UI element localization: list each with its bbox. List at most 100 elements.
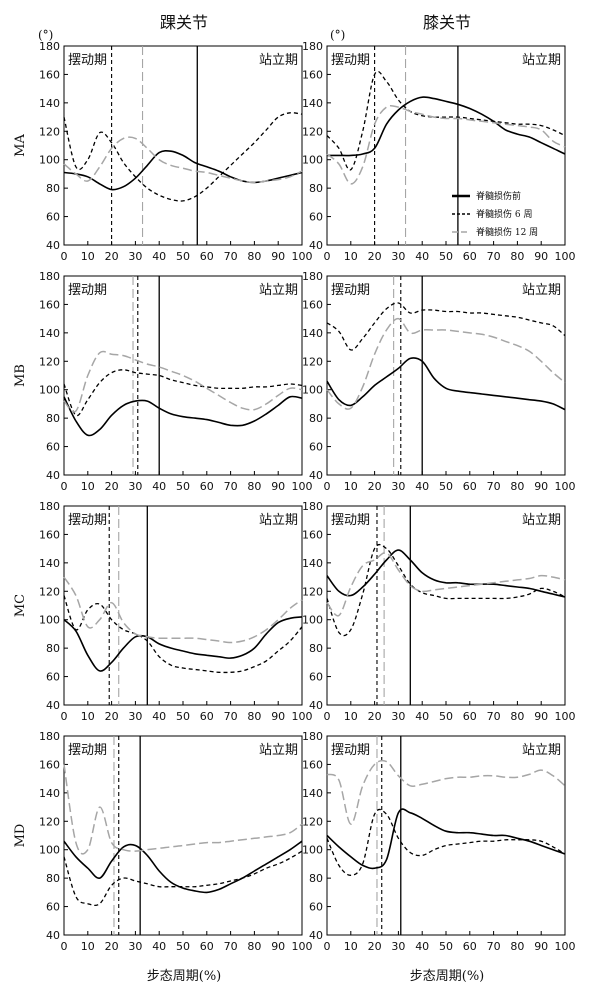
y-tick-label: 80 [309,182,323,195]
series-line-dashed [63,112,303,202]
y-tick-label: 160 [39,528,60,541]
y-tick-label: 80 [46,182,60,195]
x-tick-label: 0 [61,480,68,493]
y-tick-label: 40 [309,469,323,482]
x-tick-label: 20 [368,940,382,953]
phase-label-swing: 摆动期 [68,53,107,68]
y-tick-label: 100 [39,154,60,167]
x-tick-label: 80 [510,940,524,953]
x-tick-label: 70 [224,480,238,493]
plot-frame [326,505,566,706]
phase-label-stance: 站立期 [522,53,561,68]
x-tick-label: 60 [200,480,214,493]
x-tick-label: 10 [81,710,95,723]
x-tick-label: 50 [439,940,453,953]
x-tick-label: 20 [105,710,119,723]
y-tick-label: 80 [46,872,60,885]
x-tick-label: 70 [487,250,501,263]
series-line-gray [326,551,566,617]
y-tick-label: 100 [302,154,323,167]
y-tick-label: 40 [46,469,60,482]
x-tick-label: 80 [247,250,261,263]
x-tick-label: 10 [81,940,95,953]
x-tick-label: 20 [105,480,119,493]
y-tick-label: 100 [302,614,323,627]
x-tick-label: 40 [415,250,429,263]
y-tick-label: 160 [39,298,60,311]
x-tick-label: 0 [61,940,68,953]
plot-frame [63,45,303,246]
x-tick-label: 70 [224,250,238,263]
phase-label-stance: 站立期 [259,743,298,758]
x-tick-label: 10 [344,940,358,953]
y-tick-label: 180 [302,730,323,743]
x-tick-label: 30 [391,710,405,723]
series-line-gray [63,350,303,413]
x-tick-label: 60 [463,480,477,493]
y-tick-label: 60 [46,671,60,684]
x-tick-label: 30 [128,940,142,953]
y-tick-label: 140 [302,787,323,800]
y-tick-label: 120 [39,585,60,598]
x-tick-label: 0 [61,710,68,723]
column-title-knee: 膝关节 [423,13,471,32]
x-tick-label: 70 [487,480,501,493]
x-tick-label: 100 [555,250,576,263]
series-line-dashed [63,369,303,417]
y-tick-label: 160 [302,758,323,771]
y-tick-label: 160 [302,528,323,541]
y-tick-label: 160 [39,758,60,771]
x-tick-label: 50 [176,250,190,263]
panel-ma-knee: 40 60 80 100 120 140 160 180 0 10 20 30 40 50 60 70 80 90… [302,40,576,263]
x-tick-label: 30 [128,480,142,493]
series-line-solid [326,357,566,411]
series-line-gray [326,104,566,185]
plot-frame [63,735,303,936]
y-tick-label: 40 [309,699,323,712]
y-tick-label: 60 [46,211,60,224]
panel-md-knee: 40 60 80 100 120 140 160 180 0 10 20 30 40 50 60 70 80 90… [302,730,576,953]
series-line-solid [327,96,566,157]
y-tick-label: 140 [302,97,323,110]
x-tick-label: 10 [344,710,358,723]
phase-label-swing: 摆动期 [331,283,370,298]
series-line-solid [63,149,303,191]
x-tick-label: 30 [391,250,405,263]
y-tick-label: 120 [39,815,60,828]
panel-mc-ankle: 40 60 80 100 120 140 160 180 0 10 20 30 40 50 60 70 80 90… [13,500,313,723]
x-tick-label: 60 [200,250,214,263]
x-tick-label: 0 [324,710,331,723]
x-tick-label: 40 [152,250,166,263]
row-label-mc: MC [13,594,28,617]
y-tick-label: 140 [39,557,60,570]
x-tick-label: 20 [105,940,119,953]
phase-label-swing: 摆动期 [68,743,107,758]
y-tick-label: 180 [302,500,323,513]
y-tick-label: 180 [302,40,323,53]
phase-label-swing: 摆动期 [331,743,370,758]
legend-label-solid: 脊髓损伤前 [476,190,521,202]
x-tick-label: 30 [391,940,405,953]
plot-frame [63,505,303,706]
x-tick-label: 60 [463,250,477,263]
x-tick-label: 100 [555,710,576,723]
phase-label-stance: 站立期 [259,513,298,528]
phase-label-stance: 站立期 [522,283,561,298]
x-tick-label: 60 [200,710,214,723]
plot-frame [326,275,566,476]
y-tick-label: 120 [39,125,60,138]
x-tick-label: 40 [152,710,166,723]
y-tick-label: 160 [302,298,323,311]
y-tick-label: 140 [302,327,323,340]
x-tick-label: 0 [324,250,331,263]
series-line-gray [63,576,303,644]
y-tick-label: 120 [302,815,323,828]
x-tick-label: 100 [292,250,313,263]
x-tick-label: 80 [247,480,261,493]
x-tick-label: 90 [271,940,285,953]
x-axis-label-right: 步态周期(%) [410,969,485,984]
x-tick-label: 70 [224,710,238,723]
row-label-ma: MA [13,134,28,157]
